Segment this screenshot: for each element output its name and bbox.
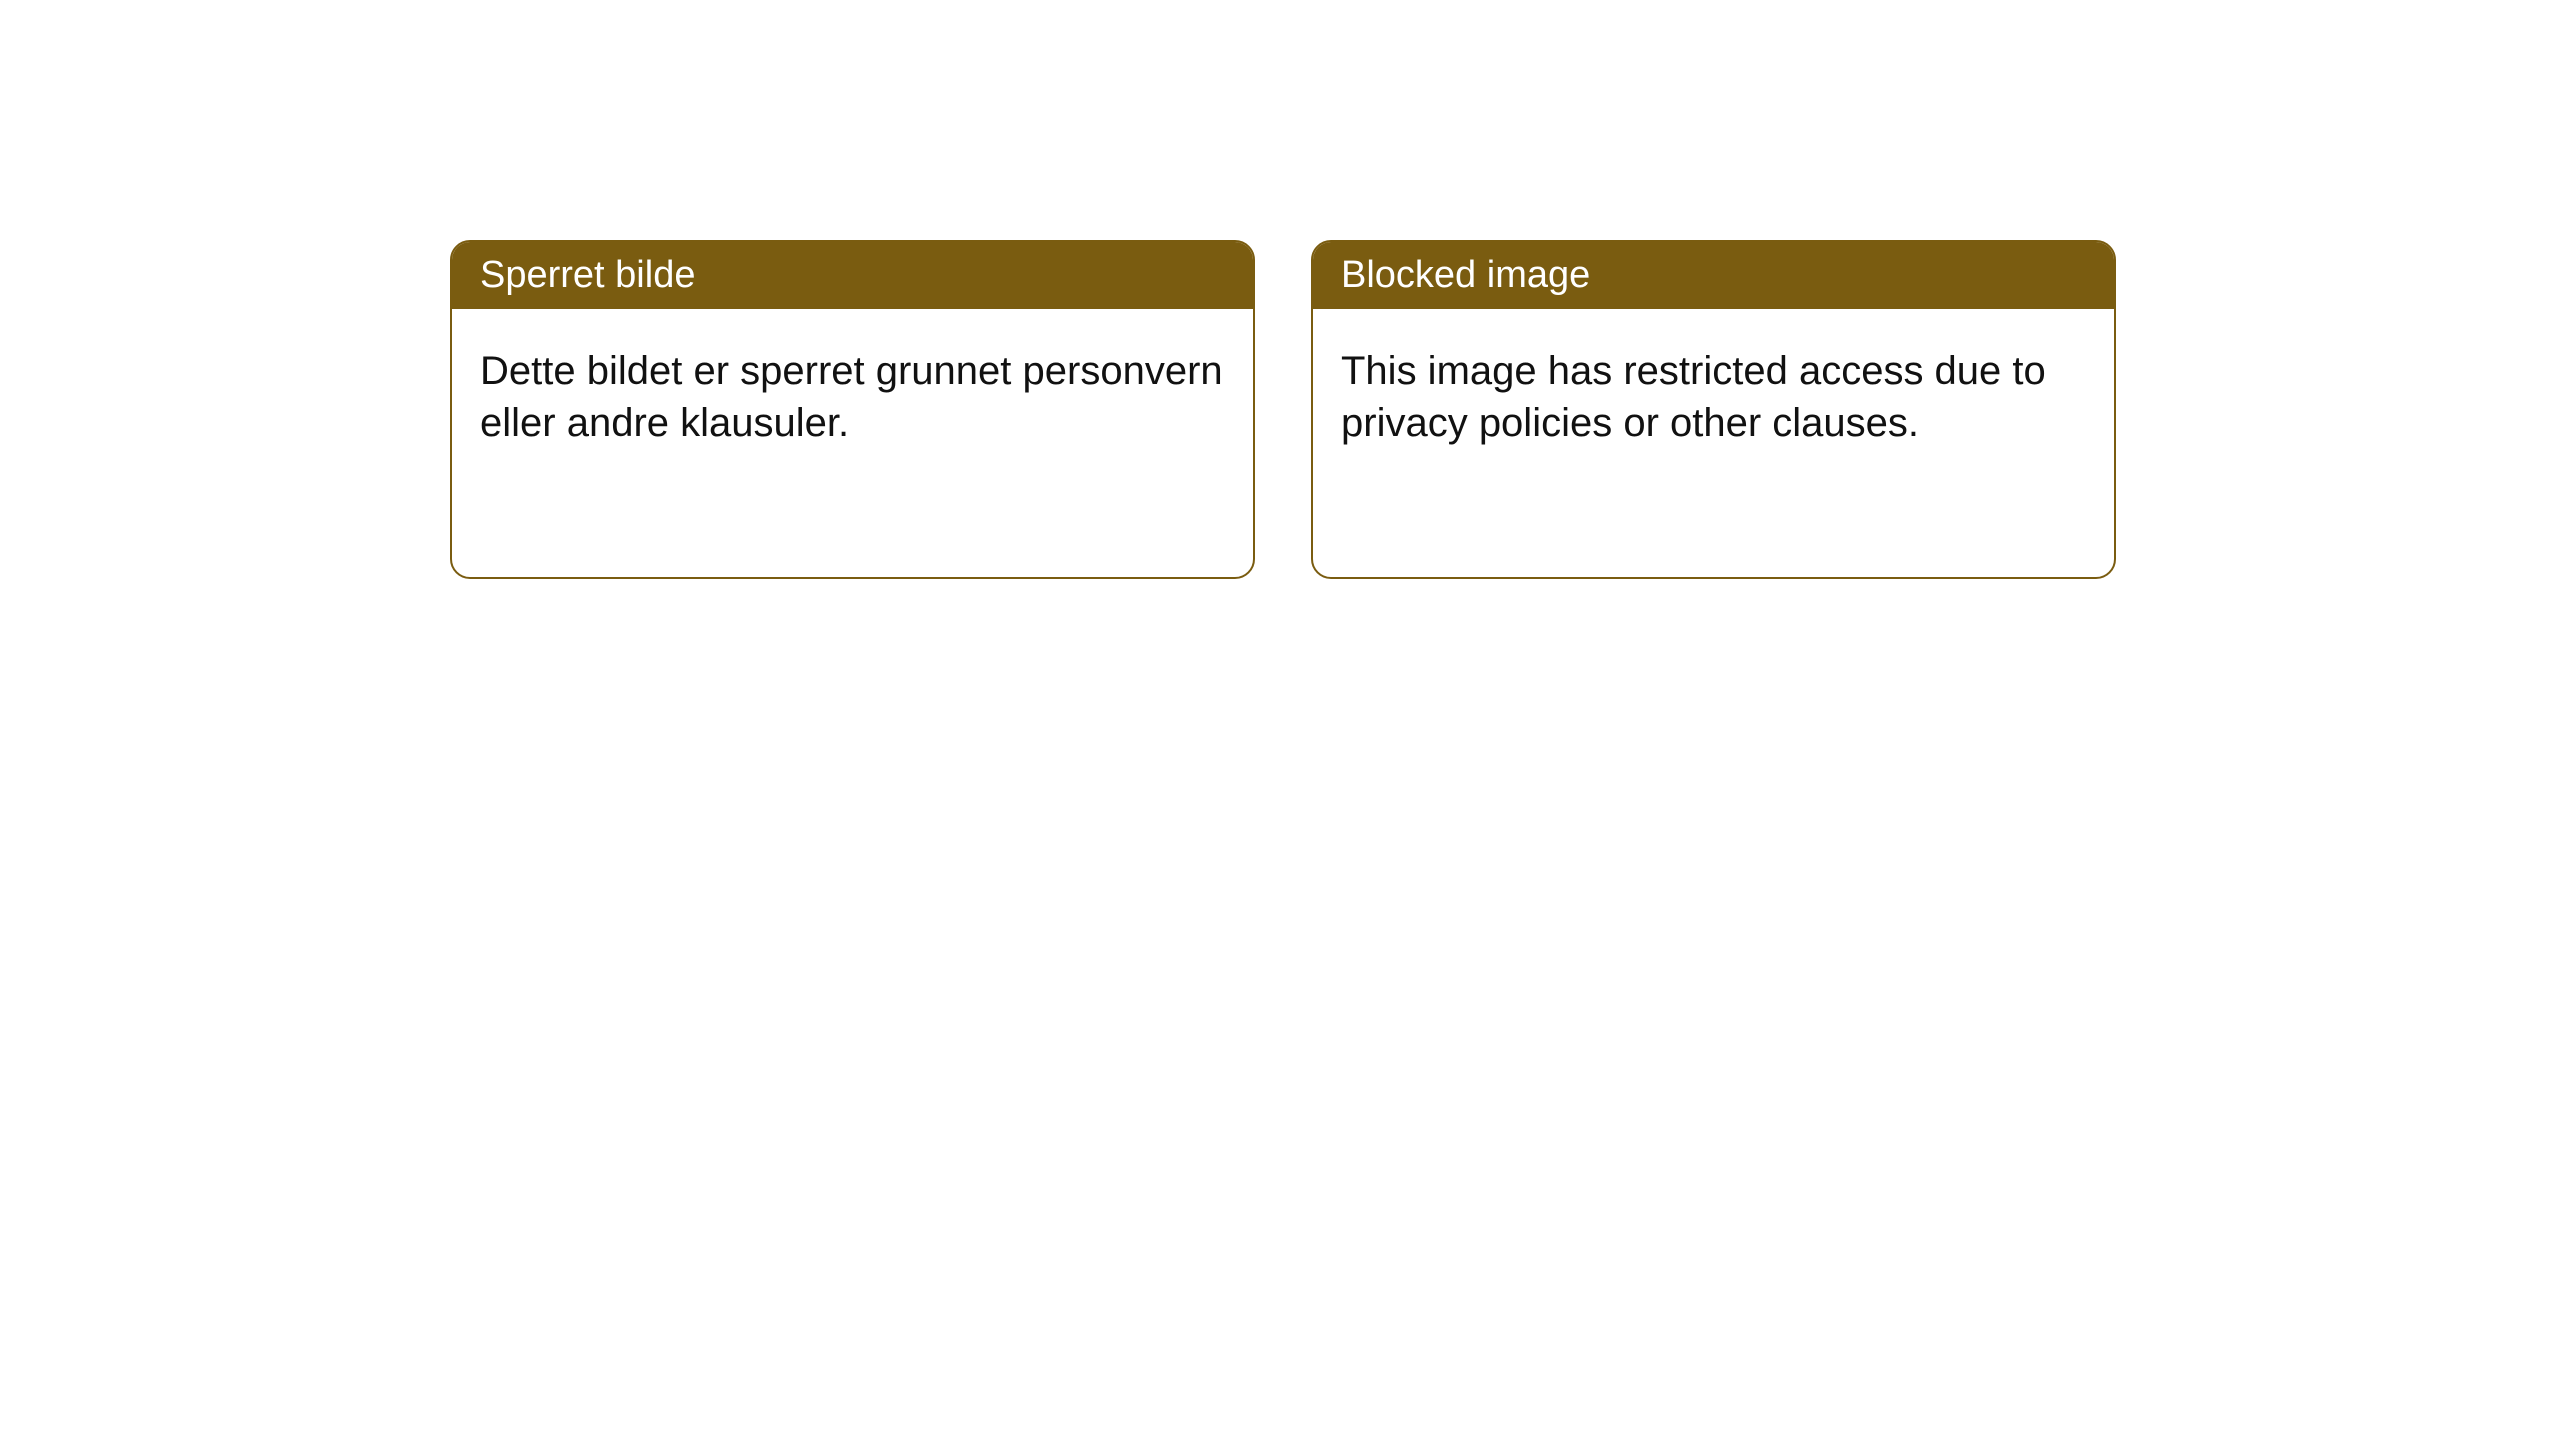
notice-body: Dette bildet er sperret grunnet personve… [452, 309, 1253, 485]
notice-header: Blocked image [1313, 242, 2114, 309]
notice-message: This image has restricted access due to … [1341, 349, 2046, 445]
notice-message: Dette bildet er sperret grunnet personve… [480, 349, 1223, 445]
notice-card-english: Blocked image This image has restricted … [1311, 240, 2116, 579]
notice-card-norwegian: Sperret bilde Dette bildet er sperret gr… [450, 240, 1255, 579]
notice-body: This image has restricted access due to … [1313, 309, 2114, 485]
notice-title: Blocked image [1341, 254, 1590, 296]
notice-container: Sperret bilde Dette bildet er sperret gr… [0, 0, 2560, 579]
notice-header: Sperret bilde [452, 242, 1253, 309]
notice-title: Sperret bilde [480, 254, 695, 296]
